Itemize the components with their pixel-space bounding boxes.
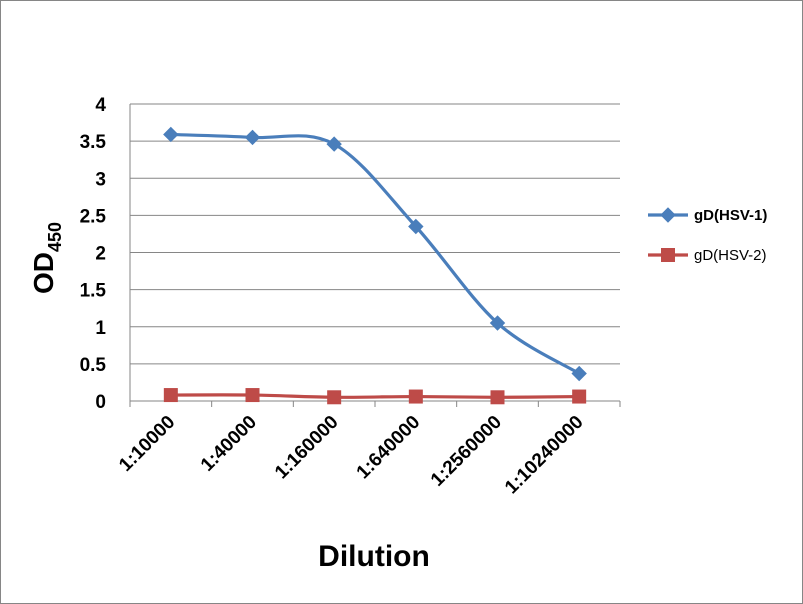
data-point [244,129,261,146]
legend-swatch-marker [660,207,676,223]
y-axis-label-main: OD [28,252,59,294]
y-tick-label: 0 [95,392,106,413]
data-point [571,365,587,382]
x-tick-label: 1:2560000 [427,412,506,491]
y-tick-label: 1 [95,318,106,339]
x-tick-label: 1:160000 [271,412,343,484]
x-tick-label: 1:40000 [197,412,261,476]
y-tick-label: 2 [95,244,106,265]
plot-series [163,126,587,405]
y-tick-label: 0.5 [80,355,107,376]
data-point [327,390,342,405]
y-tick-label: 4 [95,95,106,116]
y-tick-label: 3.5 [80,132,107,153]
legend-label: gD(HSV-2) [694,247,767,264]
data-point [408,389,423,404]
data-point [490,390,505,405]
data-point [408,218,424,235]
data-point [245,388,260,403]
data-point [572,389,587,404]
y-tick-label: 1.5 [80,281,107,302]
data-point [163,388,178,403]
legend-swatch-marker [661,248,675,262]
legend-label: gD(HSV-1) [694,207,767,224]
data-point [163,126,179,143]
x-axis-label: Dilution [318,540,430,573]
y-tick-label: 2.5 [80,206,107,227]
data-point [489,315,506,331]
y-axis-label-sub: 450 [45,222,65,252]
x-tick-label: 1:10240000 [501,412,588,499]
x-tick-label: 1:640000 [353,412,425,484]
y-axis-label: OD450 [28,222,65,294]
x-tick-label: 1:10000 [115,412,179,476]
x-tick-labels: 1:10000 1:40000 1:160000 1:640000 1:25600001… [115,412,587,499]
y-tick-labels: 0 0.5 1 1.5 2 2.5 3 3.5 4 [80,95,107,413]
series-line [170,132,581,375]
grid-lines [129,103,621,407]
data-point [326,136,342,152]
series-line [170,393,580,399]
legend: gD(HSV-1) gD(HSV-2) [648,207,767,264]
y-tick-label: 3 [95,169,106,190]
